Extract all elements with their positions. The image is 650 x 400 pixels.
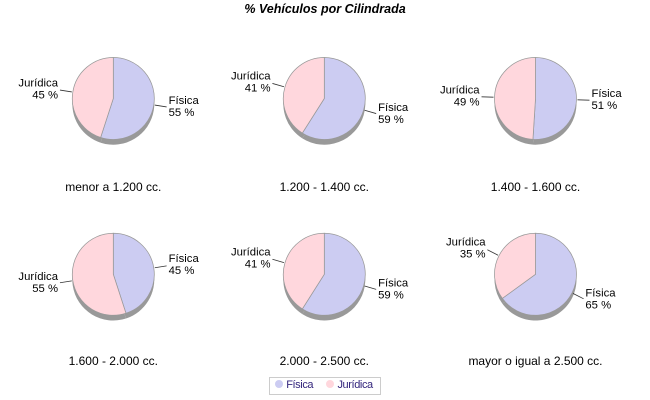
svg-text:Jurídica: Jurídica — [18, 77, 58, 89]
svg-text:65 %: 65 % — [585, 299, 611, 311]
svg-text:Física: Física — [169, 95, 200, 107]
svg-text:41 %: 41 % — [245, 258, 271, 270]
svg-text:41 %: 41 % — [245, 83, 271, 95]
svg-text:Física: Física — [169, 253, 200, 265]
svg-text:49 %: 49 % — [454, 96, 480, 108]
svg-text:Física: Física — [378, 278, 409, 290]
svg-text:45 %: 45 % — [32, 89, 58, 101]
svg-text:Jurídica: Jurídica — [446, 237, 486, 249]
svg-text:Jurídica: Jurídica — [440, 84, 480, 96]
svg-text:55 %: 55 % — [32, 283, 58, 295]
svg-text:59 %: 59 % — [378, 290, 404, 302]
svg-text:35 %: 35 % — [460, 249, 486, 261]
svg-text:Jurídica: Jurídica — [18, 271, 58, 283]
svg-text:55 %: 55 % — [169, 107, 195, 119]
svg-text:45 %: 45 % — [169, 265, 195, 277]
svg-text:Jurídica: Jurídica — [231, 246, 271, 258]
svg-text:Física: Física — [378, 102, 409, 114]
svg-text:Física: Física — [585, 287, 616, 299]
svg-text:59 %: 59 % — [378, 114, 404, 126]
svg-text:Física: Física — [591, 88, 622, 100]
svg-text:51 %: 51 % — [591, 100, 617, 112]
svg-text:Jurídica: Jurídica — [231, 71, 271, 83]
